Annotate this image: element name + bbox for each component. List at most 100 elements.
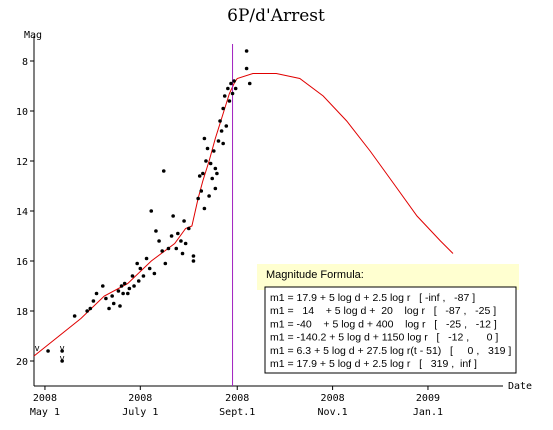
observation-point bbox=[219, 129, 224, 133]
observation-point bbox=[196, 196, 200, 201]
formula-lines: m1 = 17.9 + 5 log d + 2.5 log r [ -inf ,… bbox=[270, 292, 511, 370]
observation-point bbox=[94, 291, 99, 296]
observation-point bbox=[244, 49, 249, 53]
observation-point bbox=[157, 239, 161, 243]
observation-point bbox=[154, 229, 158, 233]
y-tick-label: 8 bbox=[22, 57, 28, 68]
observation-point bbox=[205, 146, 210, 151]
upper-limit-mark: v bbox=[35, 343, 40, 353]
observation-point bbox=[127, 286, 132, 291]
y-tick-label: 18 bbox=[16, 307, 28, 318]
observation-point bbox=[182, 219, 186, 223]
fit-curve-line bbox=[33, 73, 454, 357]
x-axis-title: Date bbox=[508, 381, 532, 392]
chart-title: 6P/d'Arrest bbox=[227, 6, 325, 26]
observation-point bbox=[213, 186, 218, 191]
formula-title: Magnitude Formula: bbox=[266, 269, 364, 281]
plot-area: 8 10 12 14 16 18 20 2008 May 1 2008 July 1 2008 Sep… bbox=[16, 36, 503, 418]
observation-point bbox=[211, 149, 216, 153]
observation-point bbox=[60, 359, 64, 363]
formula-line: m1 = 17.9 + 5 log d + 2.5 log r [ -inf ,… bbox=[270, 292, 475, 304]
observation-point bbox=[221, 141, 225, 146]
observation-point bbox=[107, 306, 111, 311]
observation-point bbox=[179, 239, 183, 243]
observation-point bbox=[230, 91, 235, 96]
observation-point bbox=[91, 299, 96, 303]
upper-limit-marks: v vv bbox=[35, 343, 65, 363]
observation-point bbox=[226, 86, 230, 91]
observation-point bbox=[191, 259, 196, 263]
y-axis-title: Mag bbox=[24, 30, 42, 41]
x-tick-label: Jan.1 bbox=[413, 407, 443, 418]
formula-line: m1 = 17.9 + 5 log d + 2.5 log r [ 319 , … bbox=[270, 358, 477, 370]
observation-point bbox=[247, 81, 252, 86]
observation-point bbox=[122, 281, 127, 286]
observation-point bbox=[111, 301, 116, 306]
observation-point bbox=[233, 86, 238, 91]
y-tick-label: 20 bbox=[16, 357, 28, 368]
observation-point bbox=[215, 171, 219, 176]
observation-point bbox=[218, 119, 222, 123]
y-tick-label: 10 bbox=[16, 107, 28, 118]
formula-header-background bbox=[257, 264, 519, 290]
upper-limit-mark: v bbox=[60, 353, 65, 363]
observation-point bbox=[130, 274, 135, 278]
observation-point bbox=[204, 159, 208, 163]
observation-point bbox=[85, 309, 89, 313]
observation-point bbox=[116, 289, 121, 293]
observation-point bbox=[171, 214, 175, 218]
observation-point bbox=[180, 251, 185, 256]
observation-point bbox=[160, 249, 164, 253]
observation-point bbox=[224, 124, 229, 128]
x-tick-label: May 1 bbox=[30, 407, 60, 418]
observation-point bbox=[88, 306, 93, 311]
observation-point bbox=[118, 304, 122, 308]
x-tick-year: 2008 bbox=[33, 393, 57, 404]
x-tick-label: Sept.1 bbox=[219, 407, 255, 418]
observation-point bbox=[138, 266, 143, 271]
observation-point bbox=[199, 189, 204, 193]
observation-point bbox=[121, 291, 125, 296]
observation-point bbox=[126, 291, 130, 296]
observation-point bbox=[232, 79, 236, 83]
observation-point bbox=[244, 66, 249, 71]
observation-point bbox=[207, 194, 211, 198]
observation-point bbox=[216, 139, 221, 143]
y-tick-label: 12 bbox=[16, 157, 28, 168]
formula-line: m1 = -140.2 + 5 log d + 1150 log r [ -12… bbox=[270, 332, 498, 344]
observation-point bbox=[222, 94, 227, 98]
observation-point bbox=[144, 256, 149, 261]
observation-point bbox=[166, 246, 171, 251]
observation-point bbox=[201, 171, 205, 176]
y-tick-label: 14 bbox=[16, 207, 28, 218]
x-tick-year: 2008 bbox=[321, 393, 345, 404]
observation-point bbox=[213, 166, 218, 171]
y-ticks: 8 10 12 14 16 18 20 bbox=[16, 57, 34, 368]
observation-point bbox=[186, 226, 191, 231]
x-tick-year: 2008 bbox=[225, 393, 249, 404]
formula-line: m1 = 6.3 + 5 log d + 27.5 log r(t - 51) … bbox=[270, 345, 511, 357]
observation-point bbox=[72, 314, 77, 318]
observation-point bbox=[147, 266, 152, 271]
observation-point bbox=[174, 246, 179, 251]
observation-point bbox=[183, 241, 188, 246]
observation-point bbox=[227, 99, 232, 103]
formula-line: m1 = -40 + 5 log d + 400 log r [ -25 , -… bbox=[270, 318, 497, 330]
x-tick-label: July 1 bbox=[122, 407, 158, 418]
x-ticks: 2008 May 1 2008 July 1 2008 Sept.1 2008 Nov.1 20… bbox=[30, 386, 443, 418]
observation-point bbox=[202, 206, 207, 211]
formula-list-box bbox=[264, 286, 517, 374]
formula-line: m1 = 14 + 5 log d + 20 log r [ -87 , -25… bbox=[270, 305, 496, 317]
observation-points bbox=[46, 49, 252, 363]
fit-curve-layer bbox=[33, 73, 454, 357]
observation-point bbox=[221, 106, 225, 111]
observation-point bbox=[161, 169, 166, 173]
observation-point bbox=[110, 294, 114, 298]
observation-point bbox=[229, 81, 233, 86]
observation-point bbox=[60, 349, 64, 353]
observation-point bbox=[132, 284, 136, 288]
x-tick-label: Nov.1 bbox=[318, 407, 348, 418]
observation-point bbox=[208, 161, 213, 166]
upper-limit-mark: v bbox=[60, 343, 65, 353]
observation-point bbox=[149, 209, 154, 213]
